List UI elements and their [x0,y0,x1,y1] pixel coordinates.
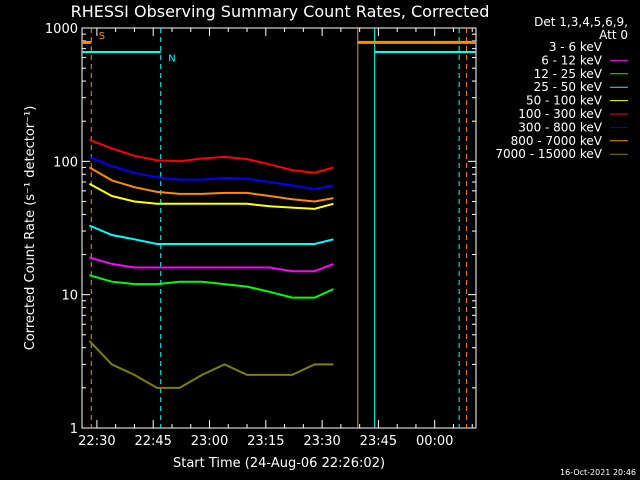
series-line-5 [89,138,334,174]
x-tick-label: 23:30 [303,434,340,449]
legend-header-1: Det 1,3,4,5,6,9, [534,15,628,29]
legend-entry-6: 300 - 800 keV [518,120,602,134]
series-line-4 [88,182,334,210]
series-line-2 [89,274,334,299]
series-line-3 [89,224,334,245]
night-flag-label: N [168,54,175,65]
x-tick-label: 22:30 [78,434,115,449]
y-tick-label: 100 [53,155,78,170]
legend-entry-8: 7000 - 15000 keV [495,147,602,161]
series-line-7 [88,166,334,203]
legend-entry-0: 3 - 6 keV [549,40,603,54]
x-tick-label: 00:00 [416,434,453,449]
x-tick-label: 22:45 [134,434,171,449]
series-line-1 [89,256,334,273]
saa-flag-label: S [99,31,105,42]
series-lines [88,138,334,389]
legend-entry-5: 100 - 300 keV [518,107,602,121]
plot-frame [81,27,477,429]
y-tick-labels: 1 10 100 1000 [45,22,78,437]
chart-title: RHESSI Observing Summary Count Rates, Co… [71,2,490,21]
legend-entry-2: 12 - 25 keV [534,67,603,81]
legend-entry-1: 6 - 12 keV [541,53,603,67]
legend-entry-4: 50 - 100 keV [526,94,603,108]
y-tick-label: 1000 [45,22,78,37]
footer-date: 16-Oct-2021 20:46 [560,468,636,477]
x-axis-label: Start Time (24-Aug-06 22:26:02) [173,456,385,471]
x-tick-label: 23:45 [360,434,397,449]
x-tick-labels: 22:30 22:45 23:00 23:15 23:30 23:45 00:00 [78,434,453,449]
series-line-8 [88,340,334,389]
attenuator-flags: SN [82,28,476,428]
y-tick-label: 10 [61,289,78,304]
series-line-6 [89,155,334,191]
legend-header-2: Att 0 [599,28,628,42]
y-tick-label: 1 [70,422,78,437]
axis-ticks [82,28,476,429]
legend-entry-7: 800 - 7000 keV [511,134,603,148]
x-tick-label: 23:15 [247,434,284,449]
legend-entry-3: 25 - 50 keV [534,80,603,94]
x-tick-label: 23:00 [191,434,228,449]
series-line-0 [89,315,333,347]
y-axis-label: Corrected Count Rate (s⁻¹ detector⁻¹) [23,106,38,351]
